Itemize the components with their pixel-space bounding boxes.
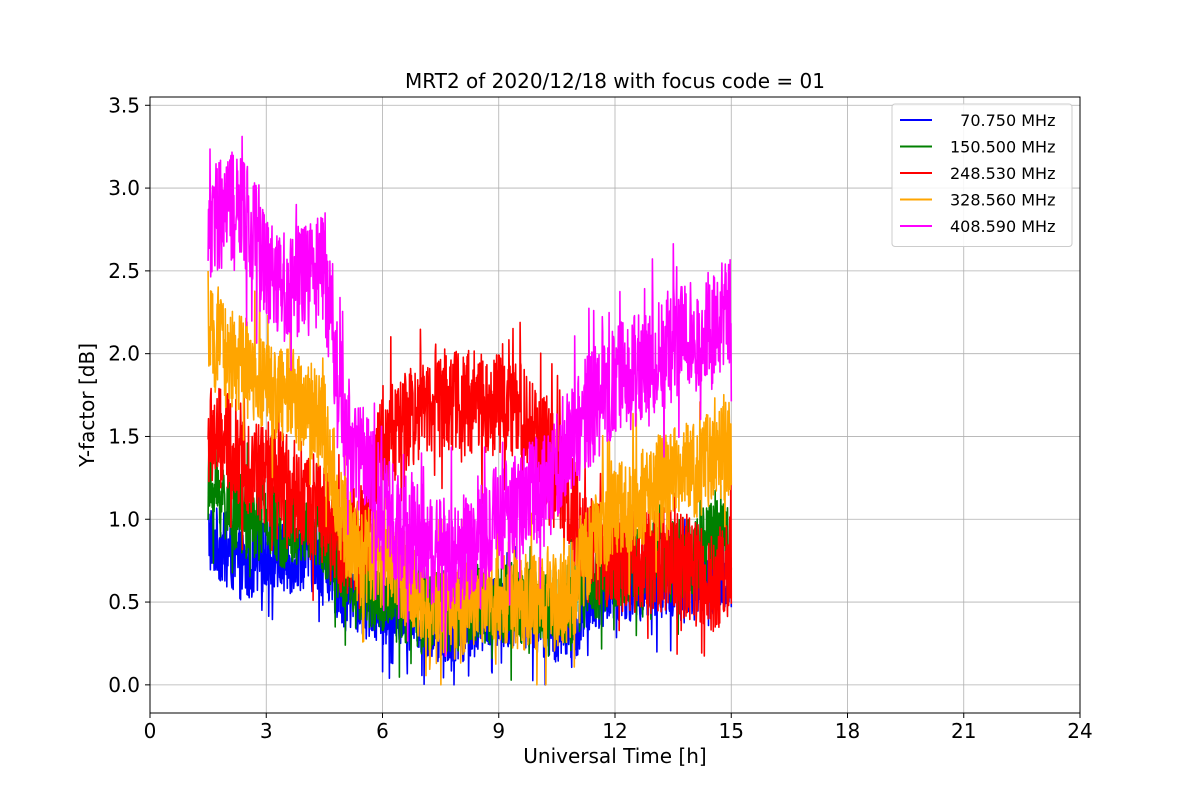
y-tick-label: 0.5	[108, 590, 140, 614]
series-layer	[207, 135, 733, 686]
x-tick-label: 18	[835, 719, 860, 743]
x-tick-label: 15	[719, 719, 744, 743]
y-tick-label: 3.5	[108, 93, 140, 117]
y-tick-label: 2.5	[108, 259, 140, 283]
x-tick-label: 12	[602, 719, 627, 743]
x-tick-label: 3	[260, 719, 273, 743]
legend-label: 248.530 MHz	[950, 164, 1055, 183]
legend-label: 70.750 MHz	[950, 111, 1055, 130]
legend: 70.750 MHz 150.500 MHz 248.530 MHz 328.560 …	[891, 103, 1073, 247]
x-axis: 0 3 6 9 12 15 18 21 24	[144, 713, 1093, 743]
legend-label: 150.500 MHz	[950, 138, 1055, 157]
x-tick-label: 6	[376, 719, 389, 743]
x-tick-label: 24	[1067, 719, 1092, 743]
series-line	[207, 321, 733, 657]
y-tick-label: 2.0	[108, 342, 140, 366]
y-axis-title: Y-factor [dB]	[75, 343, 99, 468]
x-axis-title: Universal Time [h]	[523, 744, 706, 768]
x-tick-label: 0	[144, 719, 157, 743]
y-tick-label: 1.5	[108, 424, 140, 448]
x-tick-label: 21	[951, 719, 976, 743]
y-axis: 0.0 0.5 1.0 1.5 2.0 2.5 3.0 3.5	[108, 93, 150, 697]
legend-box	[891, 103, 1073, 247]
x-tick-label: 9	[492, 719, 505, 743]
legend-label: 328.560 MHz	[950, 191, 1055, 210]
series-line	[207, 135, 733, 657]
y-tick-label: 3.0	[108, 176, 140, 200]
y-tick-label: 1.0	[108, 507, 140, 531]
chart-title: MRT2 of 2020/12/18 with focus code = 01	[405, 69, 825, 93]
y-tick-label: 0.0	[108, 673, 140, 697]
legend-label: 408.590 MHz	[950, 217, 1055, 236]
